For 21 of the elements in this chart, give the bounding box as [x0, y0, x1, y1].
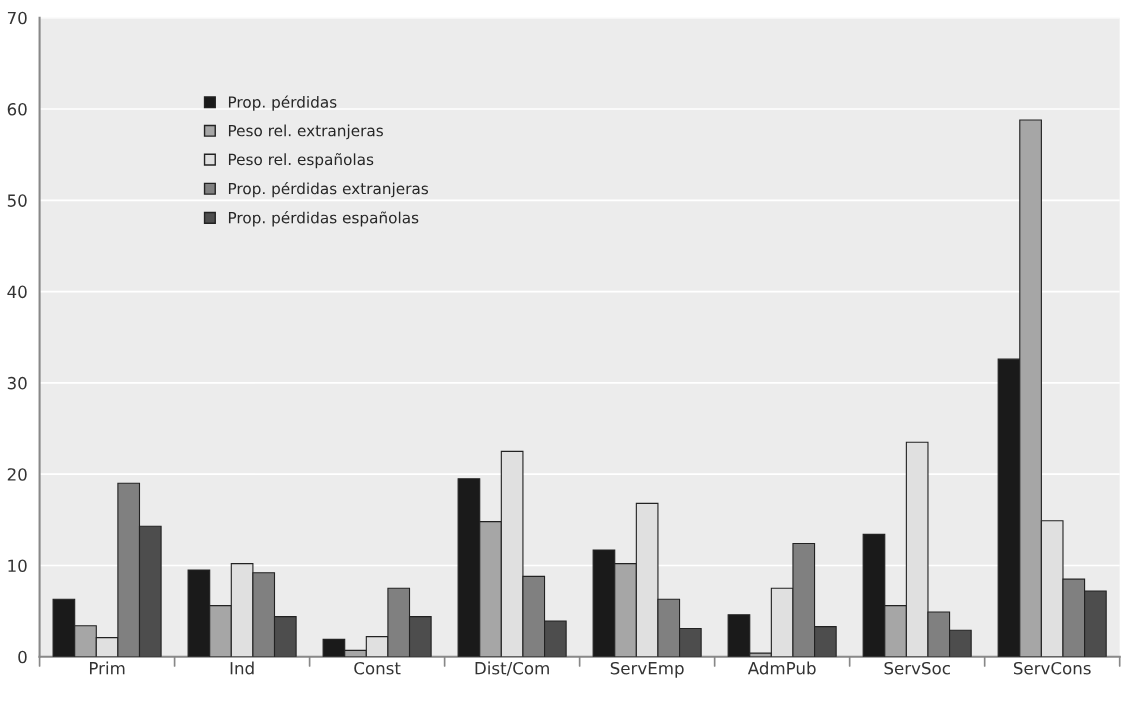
legend-label: Prop. pérdidas españolas: [228, 211, 419, 227]
x-tick-label: Prim: [89, 661, 125, 675]
y-tick-label: 10: [8, 559, 27, 573]
y-tick-label: 0: [18, 650, 27, 664]
legend-label: Prop. pérdidas extranjeras: [228, 181, 429, 198]
y-tick-label: 70: [7, 11, 27, 25]
legend-label: Peso rel. extranjeras: [228, 124, 383, 140]
legend-label: Peso rel. españolas: [228, 153, 374, 169]
x-tick-label: Dist/Com: [475, 661, 549, 676]
x-tick-label: Ind: [230, 661, 254, 675]
y-tick-label: 30: [7, 376, 27, 390]
y-tick-label: 60: [7, 103, 27, 116]
x-tick-label: AdmPub: [747, 661, 816, 675]
y-tick-label: 50: [7, 194, 27, 207]
y-tick-label: 40: [7, 285, 27, 299]
x-tick-label: ServSoc: [884, 661, 950, 675]
x-tick-label: ServCons: [1013, 661, 1091, 675]
x-tick-label: ServEmp: [610, 661, 684, 678]
y-tick-label: 20: [7, 468, 27, 481]
legend-label: Prop. pérdidas: [228, 95, 337, 111]
x-tick-label: Const: [354, 661, 401, 675]
